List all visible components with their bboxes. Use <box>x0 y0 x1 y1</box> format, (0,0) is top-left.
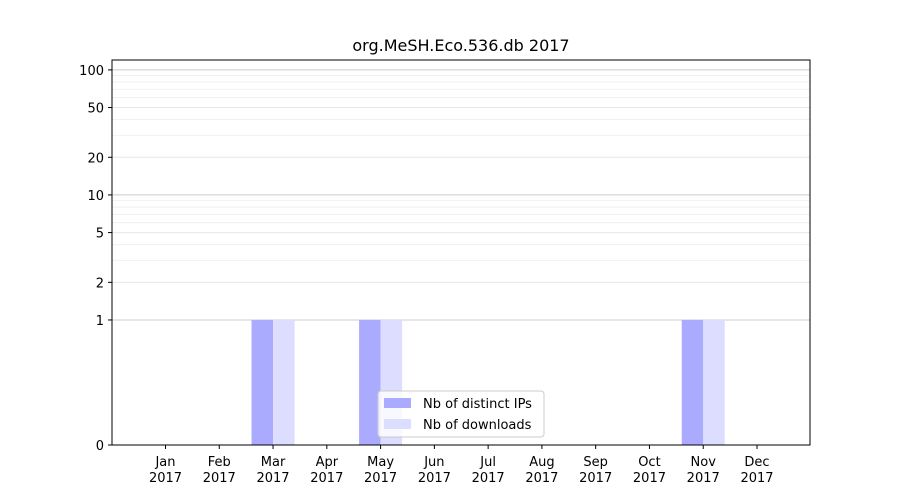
bar-distinct-ips <box>359 319 381 445</box>
x-tick-label: 2017 <box>310 471 343 486</box>
legend-box <box>377 390 545 438</box>
x-tick-label: Oct <box>638 455 660 470</box>
chart-title: org.MeSH.Eco.536.db 2017 <box>352 36 569 55</box>
legend: Nb of distinct IPs Nb of downloads <box>377 390 545 438</box>
x-tick-label: Mar <box>261 455 286 470</box>
bar-distinct-ips <box>681 319 704 445</box>
y-tick-label: 0 <box>96 439 104 454</box>
x-tick-label: 2017 <box>525 471 558 486</box>
bar-downloads <box>273 319 295 445</box>
bar-downloads <box>703 319 725 445</box>
x-tick-label: Jan <box>154 455 175 470</box>
x-tick-label: 2017 <box>256 471 289 486</box>
x-tick-label: 2017 <box>149 471 182 486</box>
y-tick-label: 10 <box>87 189 104 204</box>
x-tick-label: Aug <box>529 455 554 470</box>
x-tick-label: May <box>367 455 394 470</box>
legend-swatch-distinct-ips <box>384 398 411 408</box>
x-tick-label: 2017 <box>418 471 451 486</box>
x-tick-label: 2017 <box>203 471 236 486</box>
x-tick-label: 2017 <box>633 471 666 486</box>
x-tick-label: 2017 <box>687 471 720 486</box>
x-tick-label: 2017 <box>472 471 505 486</box>
x-tick-label: Apr <box>316 455 339 470</box>
y-tick-label: 5 <box>96 227 104 242</box>
x-tick-label: 2017 <box>364 471 397 486</box>
legend-label-distinct-ips: Nb of distinct IPs <box>423 397 532 412</box>
bar-distinct-ips <box>251 319 274 445</box>
y-tick-label: 2 <box>96 276 104 291</box>
x-tick-label: Nov <box>691 455 717 470</box>
legend-swatch-downloads <box>384 419 411 429</box>
y-axis-ticks: 0 1 2 5 10 20 50 100 <box>79 64 112 454</box>
x-tick-label: 2017 <box>579 471 612 486</box>
x-tick-label: Jun <box>423 455 444 470</box>
y-tick-label: 50 <box>87 102 104 117</box>
y-tick-label: 20 <box>87 151 104 166</box>
y-tick-label: 100 <box>79 64 104 79</box>
legend-label-downloads: Nb of downloads <box>423 418 532 433</box>
x-tick-label: Dec <box>744 455 769 470</box>
plot-frame <box>111 59 811 446</box>
y-tick-label: 1 <box>96 314 104 329</box>
x-tick-label: Jul <box>479 455 496 470</box>
x-tick-label: Feb <box>208 455 231 470</box>
x-tick-label: 2017 <box>740 471 773 486</box>
x-tick-label: Sep <box>583 455 608 470</box>
x-axis-ticks: Jan2017Feb2017Mar2017Apr2017May2017Jun20… <box>149 445 774 486</box>
